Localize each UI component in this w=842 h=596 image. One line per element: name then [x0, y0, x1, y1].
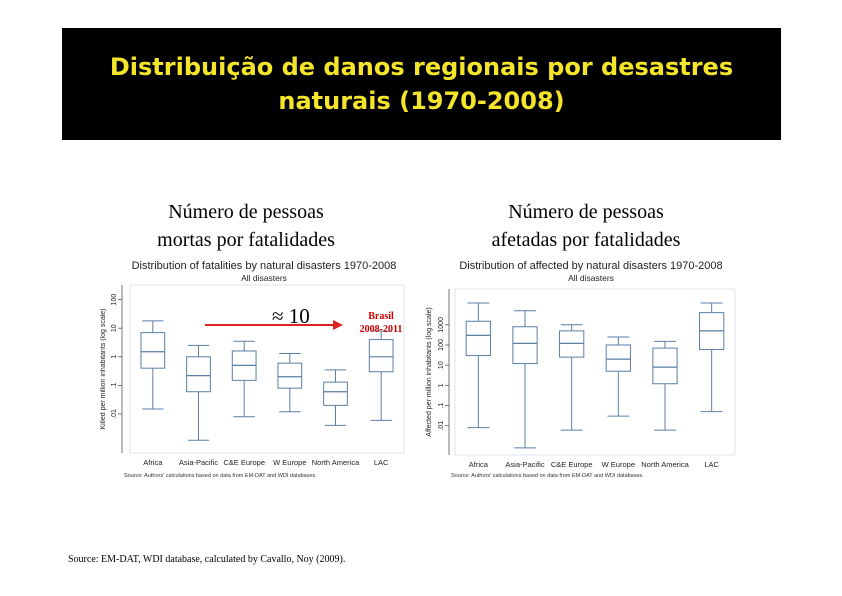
- caption-right-line1: Número de pessoas: [508, 201, 664, 223]
- box: [140, 332, 166, 369]
- category-label: W Europe: [602, 460, 635, 469]
- chart-title: Distribution of affected by natural disa…: [459, 260, 722, 272]
- box: [652, 347, 678, 385]
- category-label: North America: [312, 458, 360, 467]
- fatalities-box-plot: Distribution of fatalities by natural di…: [100, 255, 406, 483]
- chart-subtitle: All disasters: [568, 273, 614, 283]
- chart-subtitle: All disasters: [241, 273, 287, 283]
- box: [323, 381, 348, 406]
- annotation-brasil-line1: Brasil: [368, 311, 394, 322]
- annotation-approx-ten: ≈ 10: [272, 304, 310, 328]
- plot-area: [129, 284, 405, 454]
- y-tick-label: .1: [111, 382, 118, 388]
- box: [277, 362, 303, 389]
- y-tick-label: 1000: [438, 317, 445, 333]
- box: [605, 344, 631, 372]
- box: [186, 356, 211, 393]
- box: [465, 320, 491, 357]
- annotation-brasil: Brasil 2008-2011: [350, 310, 412, 336]
- affected-box-plot: Distribution of affected by natural disa…: [425, 255, 743, 483]
- category-label: C&E Europe: [223, 458, 265, 467]
- category-label: LAC: [374, 458, 389, 467]
- caption-left: Número de pessoas mortas por fatalidades: [96, 198, 396, 254]
- category-label: Africa: [143, 458, 163, 467]
- slide-title-line1: Distribuição de danos regionais por desa…: [109, 53, 734, 81]
- box: [559, 330, 585, 358]
- plot-area: [454, 288, 736, 456]
- box: [512, 326, 538, 365]
- y-tick-label: .01: [438, 421, 445, 431]
- category-label: C&E Europe: [551, 460, 593, 469]
- category-label: W Europe: [273, 458, 306, 467]
- annotation-brasil-line2: 2008-2011: [359, 324, 403, 335]
- y-axis-title: Affected per million inhabitants (log sc…: [426, 307, 433, 436]
- box: [368, 339, 394, 373]
- chart-note: Source: Authors' calculations based on d…: [451, 473, 644, 479]
- caption-left-line1: Número de pessoas: [168, 201, 324, 223]
- y-tick-label: 10: [111, 324, 118, 332]
- chart-note: Source: Authors' calculations based on d…: [124, 473, 317, 479]
- category-label: North America: [641, 460, 689, 469]
- caption-right-line2: afetadas por fatalidades: [491, 229, 681, 251]
- source-note: Source: EM-DAT, WDI database, calculated…: [68, 554, 346, 565]
- caption-right: Número de pessoas afetadas por fatalidad…: [436, 198, 736, 254]
- y-tick-label: 100: [438, 339, 445, 351]
- category-label: Africa: [469, 460, 489, 469]
- y-tick-label: .1: [438, 402, 445, 408]
- y-tick-label: 1: [111, 355, 118, 359]
- chart-title: Distribution of fatalities by natural di…: [132, 260, 397, 272]
- slide-title-line2: naturais (1970-2008): [278, 87, 565, 115]
- y-axis-title: Killed per million inhabitants (log scal…: [100, 308, 107, 429]
- category-label: Asia-Pacific: [179, 458, 218, 467]
- arrow-head: [333, 320, 343, 330]
- y-tick-label: 1: [438, 383, 445, 387]
- caption-left-line2: mortas por fatalidades: [157, 229, 335, 251]
- y-tick-label: 10: [438, 361, 445, 369]
- title-banner: Distribuição de danos regionais por desa…: [62, 28, 781, 140]
- category-label: Asia-Pacific: [505, 460, 544, 469]
- y-tick-label: .01: [111, 409, 118, 419]
- category-label: LAC: [704, 460, 719, 469]
- y-tick-label: 100: [111, 294, 118, 306]
